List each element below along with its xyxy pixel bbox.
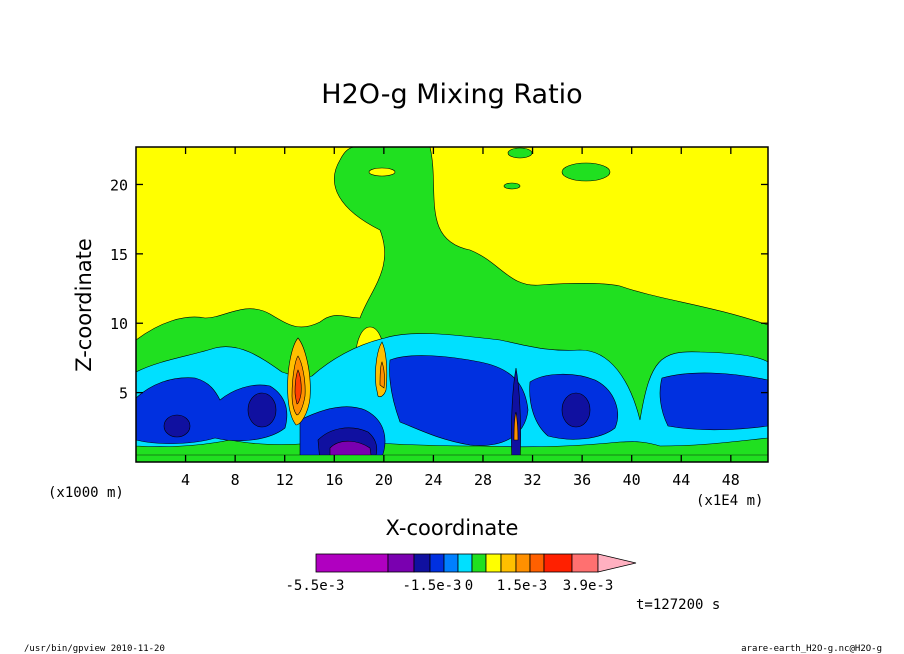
colorbar-label: 0	[465, 578, 473, 594]
footer-left: /usr/bin/gpview 2010-11-20	[24, 644, 165, 654]
x-tick-label: 24	[424, 471, 442, 489]
colorbar-label: 3.9e-3	[563, 578, 614, 594]
y-axis-title: Z-coordinate	[72, 238, 96, 372]
dark-core	[561, 392, 591, 428]
x-tick-label: 16	[325, 471, 343, 489]
colorbar-segment	[387, 553, 415, 573]
time-label: t=127200 s	[636, 597, 720, 613]
green-island	[507, 147, 533, 159]
x-unit-right: (x1E4 m)	[696, 493, 763, 509]
colorbar-segment	[315, 553, 389, 573]
chart-title: H2O-g Mixing Ratio	[321, 79, 582, 110]
colorbar-segment	[443, 553, 459, 573]
x-tick-label: 12	[276, 471, 294, 489]
x-tick-label: 44	[672, 471, 690, 489]
x-unit-left: (x1000 m)	[48, 485, 124, 501]
colorbar-segment	[457, 553, 473, 573]
plot-area	[135, 146, 769, 463]
contour-field	[136, 147, 768, 462]
colorbar-labels: -5.5e-3 -1.5e-3 0 1.5e-3 3.9e-3	[285, 578, 613, 594]
x-tick-label: 40	[623, 471, 641, 489]
x-tick-label: 20	[375, 471, 393, 489]
x-tick-label: 28	[474, 471, 492, 489]
dark-core	[247, 392, 277, 428]
x-tick-label: 4	[181, 471, 190, 489]
colorbar-segment	[485, 553, 502, 573]
blue-core	[659, 372, 768, 431]
colorbar-segment	[413, 553, 431, 573]
colorbar-arrow	[597, 553, 637, 573]
colorbar-segment	[429, 553, 445, 573]
colorbar-segment	[543, 553, 573, 573]
x-tick-label: 48	[722, 471, 740, 489]
x-axis-title: X-coordinate	[386, 516, 519, 540]
colorbar-segment	[500, 553, 517, 573]
colorbar	[315, 553, 637, 573]
green-island	[503, 182, 521, 190]
colorbar-segment	[471, 553, 487, 573]
updraft-mid	[379, 361, 385, 389]
surface-strip	[136, 454, 768, 462]
x-tick-label: 8	[231, 471, 240, 489]
y-tick-label: 15	[110, 246, 128, 264]
narrow-column-core	[513, 411, 519, 441]
yellow-pocket	[368, 167, 396, 177]
y-axis-ticks: 5 10 15 20	[110, 176, 768, 403]
y-tick-label: 5	[119, 385, 128, 403]
colorbar-label: 1.5e-3	[497, 578, 548, 594]
dark-core	[163, 414, 191, 438]
colorbar-segment	[571, 553, 599, 573]
plot-frame	[135, 146, 769, 463]
colorbar-segment	[515, 553, 531, 573]
colorbar-segment	[529, 553, 545, 573]
green-island	[561, 162, 611, 182]
updraft-core	[294, 369, 302, 405]
x-tick-label: 32	[524, 471, 542, 489]
y-tick-label: 20	[110, 176, 128, 194]
y-tick-label: 10	[110, 315, 128, 333]
x-axis-ticks: 4 8 12 16 20 24 28 32 36 40 44 48	[181, 147, 740, 489]
colorbar-label: -5.5e-3	[285, 578, 344, 594]
x-tick-label: 36	[573, 471, 591, 489]
colorbar-label: -1.5e-3	[402, 578, 461, 594]
footer-right: arare-earth_H2O-g.nc@H2O-g	[741, 644, 882, 654]
